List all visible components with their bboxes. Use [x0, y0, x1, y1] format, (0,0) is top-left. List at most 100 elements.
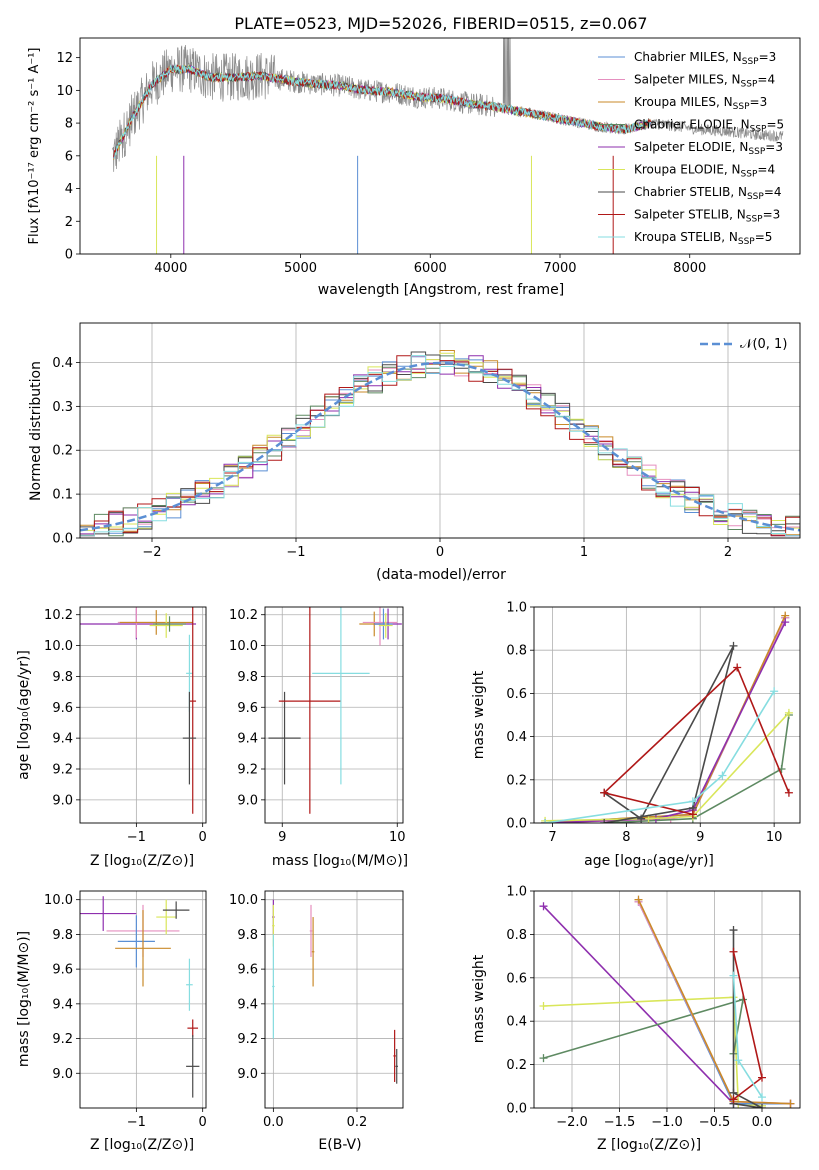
mass-vs-EBV-frame	[264, 890, 404, 1109]
residual-histogram	[80, 351, 800, 535]
errorbar-point	[309, 904, 313, 957]
errorbar-point	[117, 915, 155, 968]
legend-label: Salpeter ELODIE, NSSP=3	[634, 140, 783, 157]
legend-sub: SSP	[741, 80, 758, 90]
weight-marker	[718, 771, 727, 780]
weight-marker	[729, 641, 738, 650]
weight-marker	[600, 819, 609, 823]
weight-marker	[729, 926, 738, 935]
x-tick-label: −1	[127, 1115, 146, 1130]
legend-suffix: =4	[764, 185, 782, 199]
legend-sub: SSP	[747, 192, 764, 202]
errorbar-point	[374, 608, 393, 640]
y-tick-label: 10.0	[229, 639, 258, 654]
weight-line	[544, 690, 775, 823]
errorbar-point	[362, 607, 398, 646]
weight-line	[545, 617, 786, 823]
spectrum-panel: 4000 5000 6000 7000 8000 0 2 4 6 8 10 12 Chabrier MI…	[27, 37, 801, 276]
residuals-xlabel: (data-model)/error	[376, 567, 506, 583]
mass-vs-EBV-panel: 0.0 0.2 9.0 9.2 9.4 9.6 9.8 10.0	[229, 890, 404, 1130]
y-tick-label: 0	[65, 248, 73, 263]
y-tick-label: 9.0	[52, 1067, 73, 1082]
y-tick-label: 0.6	[506, 971, 527, 986]
y-tick-label: 4	[65, 182, 73, 197]
residuals-frame	[79, 322, 801, 539]
errorbar-point	[162, 901, 190, 919]
errorbar-point	[182, 691, 197, 785]
errorbar-point	[278, 607, 341, 814]
y-tick-label: 10	[56, 84, 73, 99]
age-vs-Z-frame	[79, 606, 207, 824]
errorbar-point	[312, 607, 370, 785]
errorbar-point	[152, 616, 187, 632]
weight-marker	[688, 810, 697, 819]
y-tick-label: 0.2	[506, 773, 527, 788]
mass-vs-EBV-plot	[272, 899, 398, 1084]
y-tick-label: 10.2	[229, 608, 258, 623]
y-tick-label: 1.0	[506, 885, 527, 900]
x-tick-label: 7000	[543, 261, 576, 276]
y-tick-label: 2	[65, 215, 73, 230]
legend-label: Chabrier STELIB, NSSP=4	[634, 185, 782, 202]
x-tick-label: −1.5	[604, 1115, 636, 1130]
weight-series	[600, 641, 738, 823]
weight-line	[545, 615, 786, 823]
weight-series	[541, 613, 790, 823]
errorbar-point	[187, 1019, 199, 1037]
legend-sub: SSP	[741, 170, 758, 180]
errorbar-point	[115, 910, 171, 987]
y-tick-label: 12	[56, 51, 73, 66]
y-tick-label: 9.8	[52, 928, 73, 943]
errorbar-point	[189, 607, 197, 814]
weight-vs-age-frame	[533, 606, 801, 824]
legend-suffix: =3	[750, 95, 768, 109]
weight-marker	[729, 947, 738, 956]
age-vs-mass-axes: 9 10 9.0 9.2 9.4 9.6 9.8 10.0 10.2	[229, 607, 406, 845]
mass-vs-EBV-axes: 0.0 0.2 9.0 9.2 9.4 9.6 9.8 10.0	[229, 891, 403, 1130]
weight-marker	[770, 687, 779, 696]
weight-series	[729, 926, 766, 1108]
weight-marker	[734, 1056, 743, 1065]
y-tick-label: 1.0	[506, 601, 527, 616]
weight-series	[541, 611, 790, 823]
weight-marker	[781, 618, 790, 627]
legend-label: Chabrier MILES, NSSP=3	[634, 50, 776, 67]
y-tick-label: 9.2	[52, 1032, 73, 1047]
weight-marker	[539, 1054, 548, 1063]
legend-label: Kroupa STELIB, NSSP=5	[634, 230, 772, 247]
weight-series	[729, 971, 766, 1102]
y-tick-label: 0.8	[506, 928, 527, 943]
weight-marker	[758, 1073, 766, 1082]
spectrum-model-line	[113, 64, 652, 159]
weight-series	[729, 947, 766, 1104]
x-tick-label: 0	[199, 1115, 207, 1130]
age-vs-Z-plot	[80, 607, 197, 814]
weight-marker	[541, 819, 550, 823]
residuals-panel: −2 −1 0 1 2 0.0 0.1 0.2 0.3 0.4 𝒩(0, 1)	[52, 322, 801, 560]
weight-marker	[539, 1002, 548, 1011]
weight-line	[603, 645, 735, 823]
x-tick-label: 9	[696, 830, 704, 845]
spectrum-ylabel: Flux [fλ10⁻¹⁷ erg cm⁻² s⁻¹ A⁻¹]	[27, 48, 42, 245]
x-tick-label: −2	[142, 545, 161, 560]
y-tick-label: 9.2	[237, 1032, 258, 1047]
legend-sub: SSP	[748, 147, 765, 157]
spectrum-data-line	[112, 38, 784, 172]
weight-marker	[637, 814, 646, 823]
legend-suffix: =5	[766, 118, 784, 132]
weight-vs-Z-xlabel: Z [log₁₀(Z/Z⊙)]	[597, 1137, 701, 1153]
errorbar-point	[186, 958, 193, 1011]
age-vs-Z-panel: −1 0 9.0 9.2 9.4 9.6 9.8 10.0 10.2	[44, 606, 207, 845]
x-tick-label: 7	[548, 830, 556, 845]
weight-marker	[729, 1095, 738, 1104]
weight-series	[600, 663, 793, 819]
mass-vs-Z-ylabel: mass [log₁₀(M/M⊙)]	[16, 931, 32, 1067]
x-tick-label: 0.0	[752, 1115, 773, 1130]
x-tick-label: 0.2	[347, 1115, 368, 1130]
weight-marker	[758, 1104, 766, 1108]
legend-suffix: =4	[757, 163, 775, 177]
y-tick-label: 9.4	[52, 997, 73, 1012]
spectrum-frame	[79, 37, 801, 255]
